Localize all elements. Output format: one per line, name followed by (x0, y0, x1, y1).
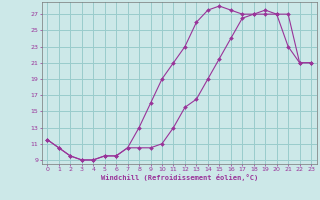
X-axis label: Windchill (Refroidissement éolien,°C): Windchill (Refroidissement éolien,°C) (100, 174, 258, 181)
